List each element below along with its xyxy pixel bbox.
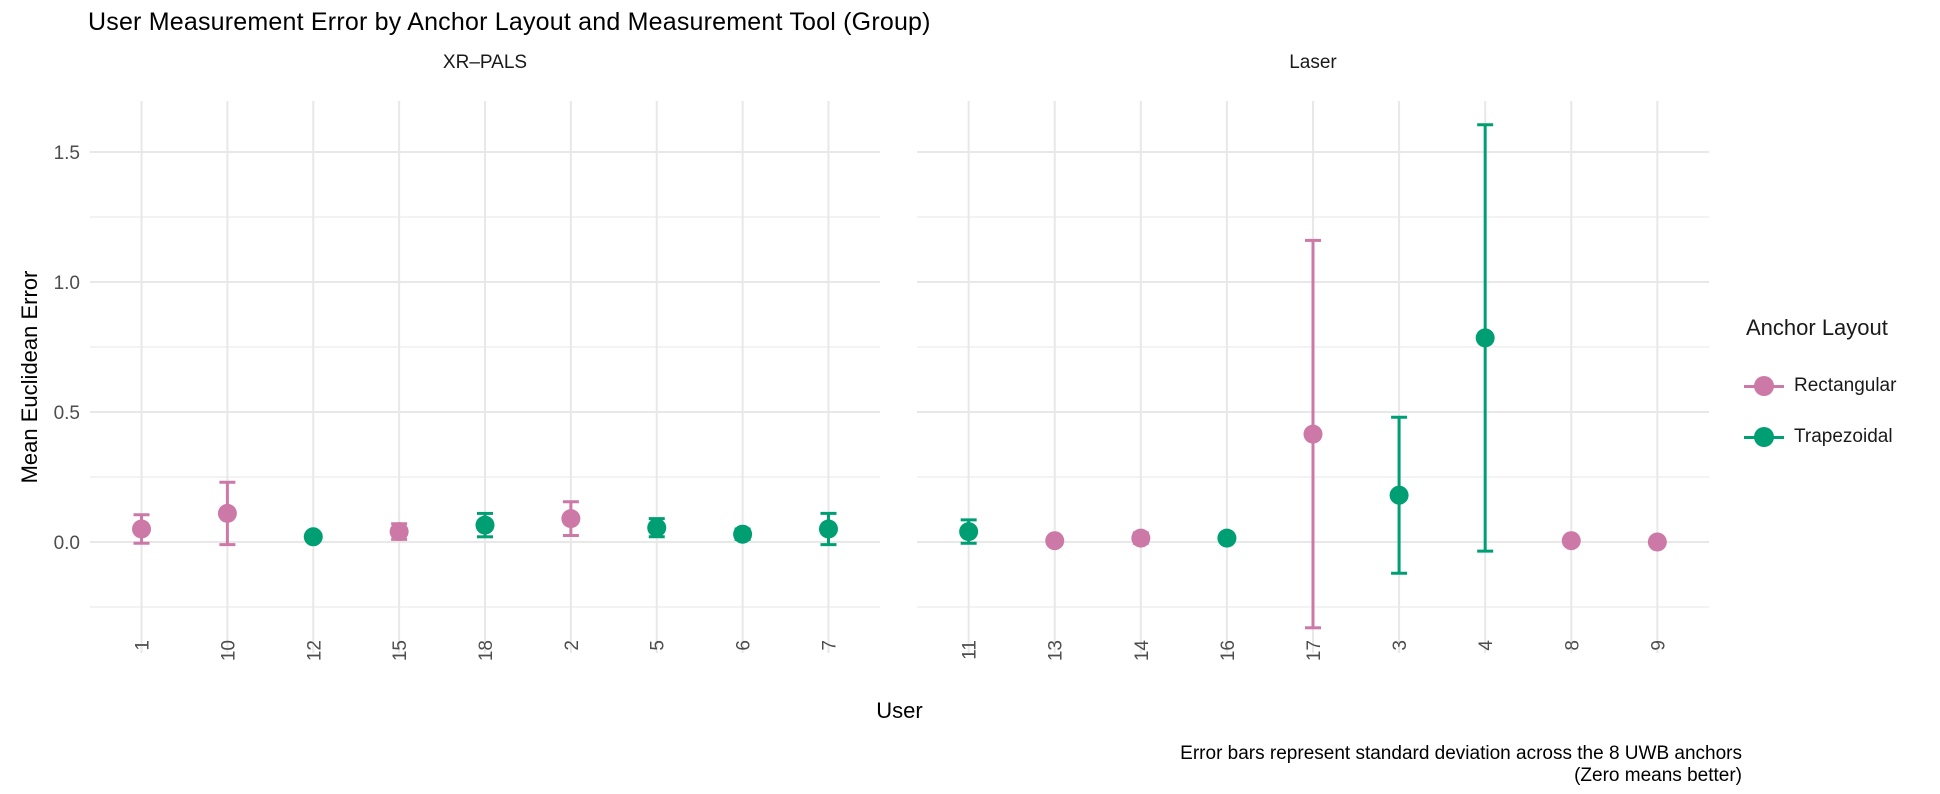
legend-title: Anchor Layout bbox=[1746, 315, 1888, 340]
data-point-user-3 bbox=[1389, 485, 1409, 505]
x-tick-label: 18 bbox=[476, 640, 497, 661]
caption: Error bars represent standard deviation … bbox=[1180, 743, 1742, 787]
x-tick-label: 9 bbox=[1648, 640, 1669, 651]
data-point-user-14 bbox=[1131, 528, 1151, 548]
data-point-user-9 bbox=[1647, 532, 1667, 552]
legend-item-trapezoidal: Trapezoidal bbox=[1744, 422, 1940, 452]
chart-title: User Measurement Error by Anchor Layout … bbox=[88, 8, 931, 36]
point-glyph bbox=[1754, 427, 1774, 447]
data-point-user-11 bbox=[959, 522, 979, 542]
data-point-user-15 bbox=[389, 522, 409, 542]
x-tick-label: 8 bbox=[1562, 640, 1583, 651]
caption-line-1: Error bars represent standard deviation … bbox=[1180, 743, 1742, 764]
x-tick-label: 2 bbox=[562, 640, 583, 651]
caption-line-2: (Zero means better) bbox=[1574, 765, 1742, 786]
x-tick-label: 15 bbox=[390, 640, 411, 661]
legend-label: Trapezoidal bbox=[1794, 426, 1893, 447]
facet-label-laser: Laser bbox=[1289, 52, 1337, 73]
x-tick-label: 5 bbox=[648, 640, 669, 651]
facet-label-xr-pals: XR–PALS bbox=[442, 52, 528, 73]
x-tick-label: 3 bbox=[1390, 640, 1411, 651]
y-tick-label: 0.0 bbox=[54, 533, 80, 554]
x-tick-label: 13 bbox=[1046, 640, 1067, 661]
y-axis-title: Mean Euclidean Error bbox=[17, 270, 42, 484]
x-tick-label: 10 bbox=[218, 640, 239, 661]
trapezoidal-key-icon bbox=[1744, 422, 1784, 452]
data-point-user-8 bbox=[1561, 531, 1581, 551]
data-point-user-2 bbox=[561, 509, 581, 529]
data-point-user-6 bbox=[733, 524, 753, 544]
x-tick-label: 11 bbox=[960, 640, 981, 660]
data-point-user-12 bbox=[303, 527, 323, 547]
y-tick-label: 1.0 bbox=[54, 273, 80, 294]
data-point-user-7 bbox=[818, 519, 838, 539]
rectangular-key-icon bbox=[1744, 371, 1784, 401]
x-tick-label: 17 bbox=[1304, 640, 1325, 661]
legend-label: Rectangular bbox=[1794, 375, 1897, 396]
x-tick-label: 14 bbox=[1132, 640, 1153, 662]
x-tick-label: 1 bbox=[133, 640, 154, 651]
data-point-user-10 bbox=[217, 503, 237, 523]
legend: Anchor Layout Rectangular Trapezoidal bbox=[1744, 315, 1940, 473]
x-tick-label: 12 bbox=[304, 640, 325, 661]
data-point-user-1 bbox=[132, 519, 152, 539]
data-point-user-5 bbox=[647, 518, 667, 538]
x-tick-label: 16 bbox=[1218, 640, 1239, 661]
x-tick-label: 4 bbox=[1476, 640, 1497, 651]
x-axis-title: User bbox=[876, 698, 923, 723]
data-point-user-17 bbox=[1303, 424, 1323, 444]
x-tick-label: 7 bbox=[819, 640, 840, 651]
x-tick-label: 6 bbox=[734, 640, 755, 651]
data-point-user-16 bbox=[1217, 528, 1237, 548]
data-point-user-13 bbox=[1045, 531, 1065, 551]
y-tick-label: 1.5 bbox=[54, 143, 80, 164]
legend-item-rectangular: Rectangular bbox=[1744, 371, 1940, 401]
point-glyph bbox=[1754, 376, 1774, 396]
data-point-user-18 bbox=[475, 515, 495, 535]
data-point-user-4 bbox=[1475, 328, 1495, 348]
y-tick-label: 0.5 bbox=[54, 403, 80, 424]
